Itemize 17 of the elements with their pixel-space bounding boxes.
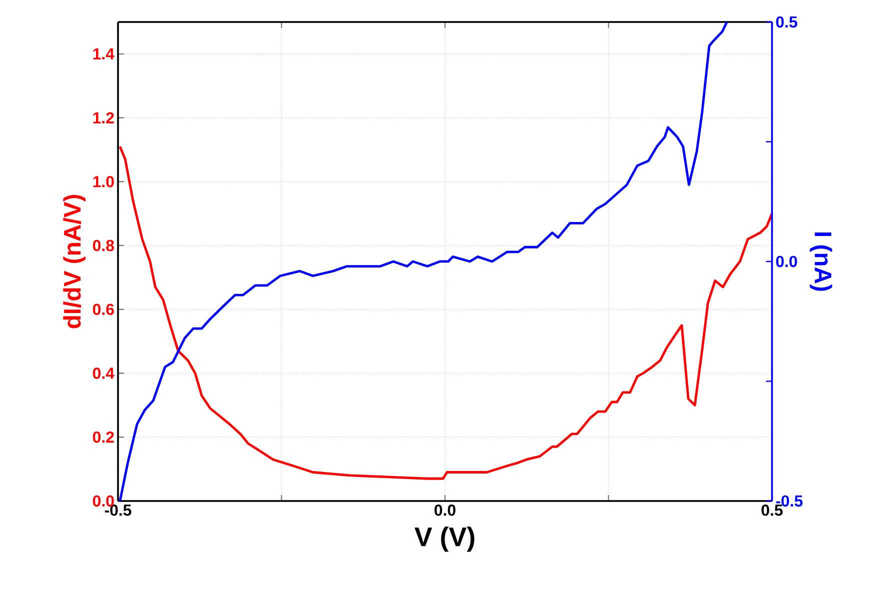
x-tick-label: 0.5: [762, 504, 783, 516]
y-tick-label: 1.2: [93, 112, 114, 124]
y-tick-label: 1.4: [93, 48, 114, 60]
y-tick-label: 0.2: [92, 431, 114, 443]
y-axis-title: dI/dV (nA/V): [63, 194, 86, 328]
x-tick-label: 0.0: [434, 504, 456, 516]
y-tick-label: 0.8: [92, 240, 114, 252]
y2-axis-title: I (nA): [810, 232, 832, 291]
y-tick-label: 0.6: [92, 304, 114, 316]
y-tick-label: 0.0: [92, 495, 114, 507]
x-axis-title: V (V): [414, 526, 474, 552]
y2-tick-label: -0.5: [776, 495, 803, 507]
y2-tick-label: 0.5: [776, 16, 798, 28]
y-tick-label: 1.0: [93, 176, 114, 188]
y2-tick-label: 0.0: [776, 256, 798, 268]
x-tick-label: -0.5: [104, 504, 132, 516]
y-tick-label: 0.4: [92, 368, 114, 379]
